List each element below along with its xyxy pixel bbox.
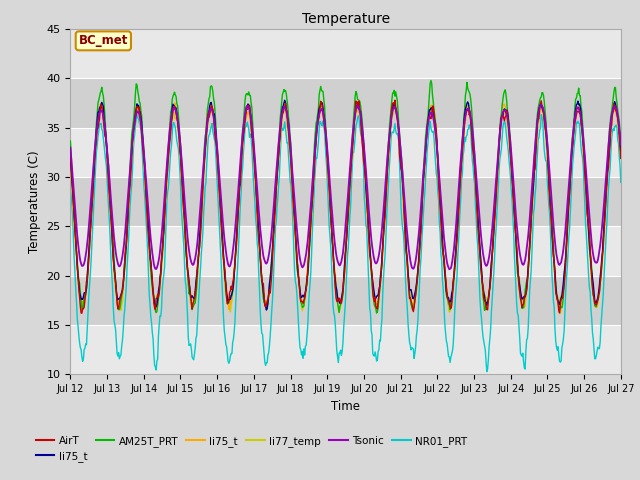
Bar <box>70 325 621 374</box>
Bar <box>70 177 621 226</box>
Bar <box>70 128 621 177</box>
X-axis label: Time: Time <box>331 400 360 413</box>
Bar <box>70 78 621 128</box>
Legend: AirT, li75_t, AM25T_PRT, li75_t, li77_temp, Tsonic, NR01_PRT: AirT, li75_t, AM25T_PRT, li75_t, li77_te… <box>31 432 472 466</box>
Y-axis label: Temperatures (C): Temperatures (C) <box>28 150 41 253</box>
Text: BC_met: BC_met <box>79 35 128 48</box>
Title: Temperature: Temperature <box>301 12 390 26</box>
Bar <box>70 226 621 276</box>
Bar <box>70 276 621 325</box>
Bar <box>70 29 621 78</box>
